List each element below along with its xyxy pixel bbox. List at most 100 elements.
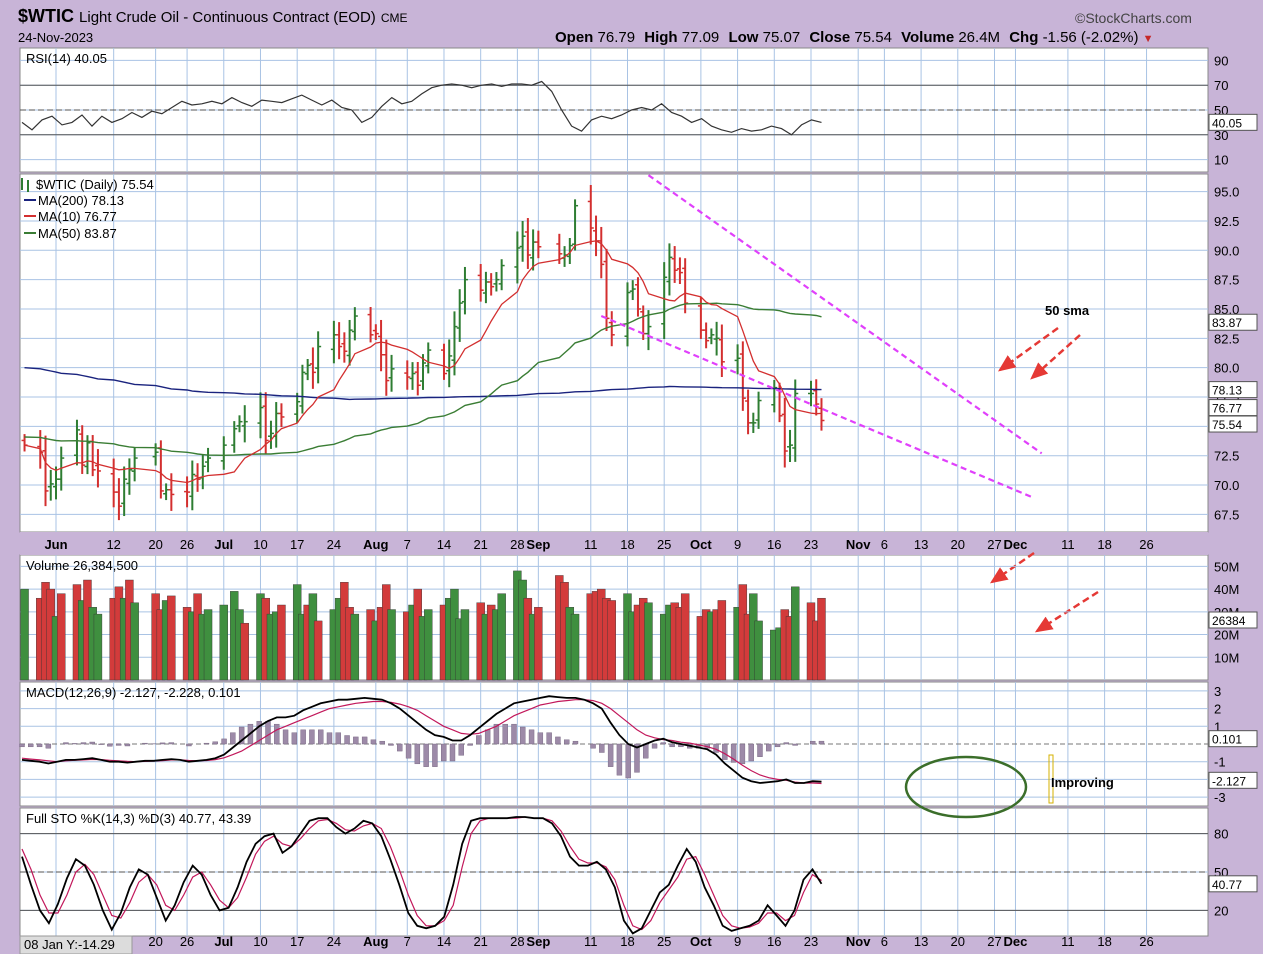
- x-tick-label-bottom: 20: [951, 934, 965, 949]
- volume-label: Volume: [901, 29, 955, 46]
- volume-last-tag-box: [1208, 611, 1258, 629]
- price-last-tag-box: [1208, 381, 1258, 399]
- y-tick-label: 10M: [1214, 650, 1239, 665]
- macd-histogram-bar: [651, 743, 658, 749]
- price-last-tag-box: [1208, 313, 1258, 331]
- volume-bar: [20, 588, 29, 681]
- macd-histogram-bar: [89, 741, 95, 745]
- annotation-arrow: [997, 326, 1059, 372]
- channel-line: [647, 174, 1043, 455]
- x-tick-label-bottom: 10: [253, 934, 267, 949]
- macd-last-tag: -2.127: [1212, 774, 1246, 788]
- macd-histogram-bar: [783, 742, 790, 745]
- x-tick-label: 18: [620, 537, 634, 552]
- price-last-tag: 78.13: [1212, 384, 1242, 398]
- x-tick-label-bottom: 9: [734, 934, 741, 949]
- volume-bar: [203, 609, 213, 681]
- macd-histogram-bar: [335, 732, 341, 745]
- macd-histogram-bar: [537, 732, 544, 745]
- x-tick-label: 9: [734, 537, 741, 552]
- macd-histogram-bar: [432, 743, 438, 767]
- macd-histogram-bar: [98, 743, 104, 745]
- ma50-line: [24, 302, 822, 457]
- macd-histogram-bar: [142, 742, 148, 745]
- macd-histogram-bar: [467, 743, 473, 746]
- x-tick-label: 23: [804, 537, 818, 552]
- quote-summary: Open 76.79 High 77.09 Low 75.07 Close 75…: [555, 29, 1154, 46]
- macd-histogram-bar: [766, 743, 772, 752]
- sto-d-line: [21, 816, 822, 931]
- x-tick-label-bottom: Jul: [214, 934, 233, 949]
- close-value: 75.54: [854, 29, 892, 46]
- macd-histogram-bar: [221, 738, 227, 745]
- macd-histogram-bar: [370, 739, 377, 745]
- improving-note: Improving: [1051, 775, 1114, 790]
- x-tick-label-bottom: Oct: [690, 934, 712, 949]
- volume-last-tag: 26384: [1212, 614, 1246, 628]
- macd-histogram-bar: [423, 743, 429, 767]
- macd-histogram-bar: [361, 736, 368, 745]
- x-tick-label: 24: [327, 537, 341, 552]
- macd-histogram-bar: [774, 743, 781, 748]
- volume-bar: [240, 622, 249, 681]
- sto-k-line: [21, 816, 823, 935]
- macd-histogram-bar: [353, 736, 359, 745]
- legend-label-ma200: MA(200) 78.13: [38, 193, 124, 208]
- x-tick-label-bottom: 26: [180, 934, 194, 949]
- x-tick-label-bottom: 27: [987, 934, 1001, 949]
- macd-line: [21, 695, 822, 784]
- high-label: High: [644, 29, 678, 46]
- x-tick-label-bottom: 11: [1061, 934, 1075, 949]
- x-tick-label: Nov: [846, 537, 871, 552]
- x-axis-band: [20, 532, 1208, 555]
- macd-hist-tag-box: [1208, 730, 1258, 748]
- y-tick-label: 95.0: [1214, 185, 1239, 200]
- y-tick-label: 67.5: [1214, 507, 1239, 522]
- macd-histogram-bar: [36, 743, 43, 748]
- x-tick-label: 28: [510, 537, 524, 552]
- macd-histogram-bar: [256, 721, 262, 745]
- volume-bar: [350, 613, 360, 681]
- brand: ©StockCharts.com: [1075, 10, 1192, 26]
- sma-note: 50 sma: [1045, 303, 1090, 318]
- x-tick-label: 21: [473, 537, 487, 552]
- volume-bar: [754, 620, 763, 681]
- x-tick-label: 11: [584, 537, 598, 552]
- macd-histogram-bar: [63, 742, 69, 745]
- macd-histogram-bar: [607, 743, 614, 767]
- x-tick-label-bottom: 25: [657, 934, 671, 949]
- exchange: CME: [380, 11, 408, 25]
- x-tick-label-bottom: 26: [1139, 934, 1153, 949]
- ma200-line: [24, 367, 822, 401]
- macd-histogram-bar: [809, 740, 816, 745]
- x-tick-label: 16: [767, 537, 781, 552]
- chg-value: -1.56 (-2.02%): [1042, 29, 1139, 46]
- macd-histogram-bar: [300, 729, 306, 745]
- macd-histogram-bar: [414, 743, 421, 765]
- y-tick-label: 90: [1214, 53, 1228, 68]
- ma10-line: [24, 240, 822, 484]
- x-tick-label: 11: [1061, 537, 1075, 552]
- macd-histogram-bar: [230, 732, 236, 745]
- price-panel-label: $WTIC (Daily) 75.54: [36, 177, 154, 192]
- x-tick-label-bottom: Sep: [526, 934, 550, 949]
- x-tick-label-bottom: 28: [510, 934, 524, 949]
- macd-histogram-bar: [107, 743, 113, 747]
- macd-histogram-bar: [274, 723, 280, 745]
- x-tick-label: 20: [951, 537, 965, 552]
- x-tick-label-bottom: 14: [437, 934, 451, 949]
- macd-histogram-bar: [168, 742, 175, 745]
- rsi-last-tag-box: [1208, 113, 1258, 131]
- volume-bar: [460, 609, 470, 681]
- price-last-tag: 83.87: [1212, 316, 1242, 330]
- rsi-line: [21, 80, 822, 136]
- x-tick-label-bottom: 21: [473, 934, 487, 949]
- y-tick-label: -1: [1214, 755, 1226, 770]
- macd-histogram-bar: [80, 742, 87, 745]
- annotation-arrow: [989, 551, 1035, 584]
- macd-histogram-bar: [441, 743, 447, 762]
- close-label: Close: [809, 29, 851, 46]
- x-tick-label: Aug: [363, 537, 388, 552]
- volume-bar: [817, 597, 826, 681]
- x-tick-label-bottom: Dec: [1004, 934, 1028, 949]
